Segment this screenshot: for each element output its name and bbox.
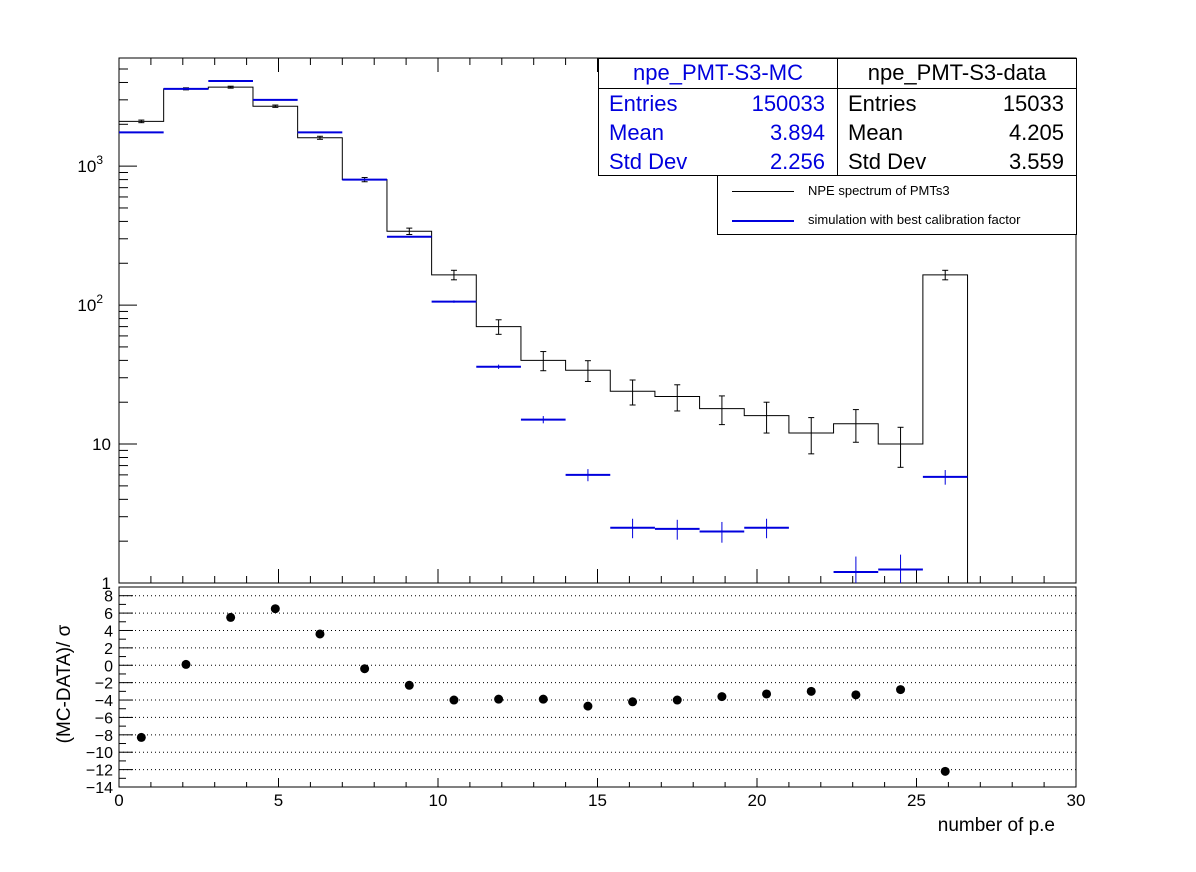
stats-title-data: npe_PMT-S3-data [838,59,1076,89]
residual-point [762,689,772,699]
y-tick-label: 4 [104,623,113,640]
y-tick-label: −4 [95,693,113,710]
stats-key: Mean [848,120,904,145]
stats-key: Entries [848,91,917,116]
y-tick-label: 8 [104,589,113,606]
stats-key: Std Dev [848,149,927,174]
legend: NPE spectrum of PMTs3 simulation with be… [717,175,1077,235]
residual-point [136,732,146,742]
y-tick-label: 2 [104,641,113,658]
x-tick-label: 25 [907,791,926,810]
residual-point [672,695,682,705]
residual-point [538,694,548,704]
x-tick-label: 5 [274,791,283,810]
residual-point [226,612,236,622]
legend-swatch-mc [732,220,794,222]
residual-point [494,694,504,704]
residual-point [851,690,861,700]
residual-point [628,697,638,707]
stats-box-mc: npe_PMT-S3-MC Entries 150033 Mean 3.894 … [598,58,838,176]
residual-point [360,664,370,674]
stats-box-data: npe_PMT-S3-data Entries 15033 Mean 4.205… [837,58,1077,176]
y-tick-label: 103 [77,153,103,176]
y-tick-label: 0 [104,658,113,675]
stats-value: 3.894 [769,120,825,145]
top-pad: 1 10 102 103 [77,57,1077,593]
y-tick-label: −10 [86,745,113,762]
residual-point [583,701,593,711]
y-tick-label: 1 [102,574,111,593]
stats-value: 3.559 [1008,149,1064,174]
y-tick-label: −8 [95,728,113,745]
legend-label-data: NPE spectrum of PMTs3 [808,183,950,198]
residual-point [449,695,459,705]
stats-key: Std Dev [609,149,688,174]
legend-swatch-data [732,191,794,192]
residual-point [940,766,950,776]
legend-item-data: NPE spectrum of PMTs3 [718,177,1076,206]
residual-point [806,686,816,696]
x-tick-label: 20 [748,791,767,810]
y-tick-label: −12 [86,763,113,780]
data-histogram-line [119,86,969,583]
stats-value: 2.256 [769,149,825,174]
stats-row-stddev: Std Dev 3.559 [838,147,1076,176]
stats-title-mc: npe_PMT-S3-MC [599,59,837,89]
y-tick-label: 6 [104,606,113,623]
legend-label-mc: simulation with best calibration factor [808,212,1021,227]
stats-key: Mean [609,120,665,145]
stats-row-stddev: Std Dev 2.256 [599,147,837,176]
stats-value: 15033 [1002,91,1064,116]
x-tick-label: 0 [114,791,123,810]
residual-point [270,604,280,614]
y-tick-label: −14 [86,780,113,797]
y-axis-label: (MC-DATA)/ σ [54,624,75,744]
x-tick-label: 30 [1067,791,1086,810]
stats-row-mean: Mean 3.894 [599,118,837,147]
y-tick-label: −6 [95,710,113,727]
stats-value: 150033 [751,91,825,116]
y-tick-label: 102 [77,292,103,315]
residual-point [717,692,727,702]
y-tick-label: −2 [95,676,113,693]
y-tick-label: 10 [92,435,111,454]
stats-row-entries: Entries 150033 [599,89,837,118]
stats-value: 4.205 [1008,120,1064,145]
legend-item-mc: simulation with best calibration factor [718,206,1076,235]
residual-point [896,685,906,695]
x-axis-label: number of p.e [937,815,1055,836]
residual-point [404,680,414,690]
x-tick-label: 10 [429,791,448,810]
residual-point [315,629,325,639]
bottom-frame [118,586,1077,788]
stats-key: Entries [609,91,678,116]
stats-row-mean: Mean 4.205 [838,118,1076,147]
residual-point [181,659,191,669]
stats-row-entries: Entries 15033 [838,89,1076,118]
x-tick-label: 15 [588,791,607,810]
